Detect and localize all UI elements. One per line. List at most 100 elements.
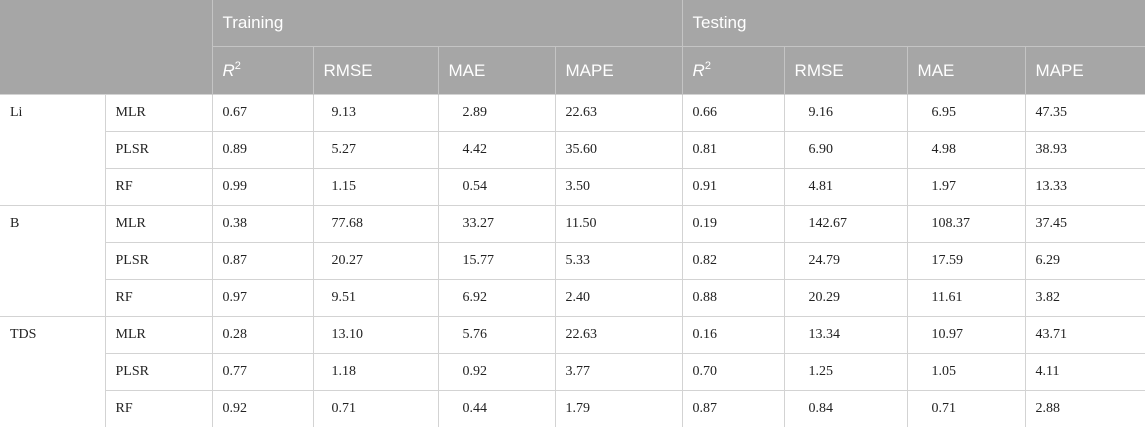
train-rmse-cell: 9.51 <box>312 279 438 317</box>
table-body: Li MLR 0.67 9.13 2.89 22.63 0.66 9.16 6.95 47.35 P… <box>0 94 1145 427</box>
train-mape-cell: 5.33 <box>554 242 683 280</box>
train-mae-cell: 0.54 <box>437 168 555 206</box>
train-mae-cell: 4.42 <box>437 131 555 169</box>
header-train-rmse: RMSE <box>312 46 438 95</box>
train-r2-cell: 0.67 <box>211 94 313 132</box>
header-blank-cell <box>0 0 212 95</box>
train-r2-cell: 0.87 <box>211 242 313 280</box>
train-r2-cell: 0.89 <box>211 131 313 169</box>
model-name: PLSR <box>104 131 212 169</box>
train-mae-cell: 0.92 <box>437 353 555 391</box>
test-mae-cell: 17.59 <box>906 242 1026 280</box>
model-name: PLSR <box>104 353 212 391</box>
group-label: Li <box>0 94 105 206</box>
table-row: TDS MLR 0.28 13.10 5.76 22.63 0.16 13.34 10.97 43… <box>0 316 1145 427</box>
test-r2-cell: 0.19 <box>681 205 785 243</box>
group-label: B <box>0 205 105 317</box>
test-r2-cell: 0.70 <box>681 353 785 391</box>
header-testing: Testing <box>681 0 1145 47</box>
test-mape-cell: 2.88 <box>1024 390 1145 427</box>
header-test-mae: MAE <box>906 46 1026 95</box>
test-rmse-cell: 0.84 <box>783 390 908 427</box>
train-rmse-cell: 1.18 <box>312 353 438 391</box>
test-mape-cell: 6.29 <box>1024 242 1145 280</box>
test-mape-cell: 3.82 <box>1024 279 1145 317</box>
table-row: Li MLR 0.67 9.13 2.89 22.63 0.66 9.16 6.95 47.35 <box>0 94 1145 206</box>
test-mape-cell: 37.45 <box>1024 205 1145 243</box>
model-name: RF <box>104 168 212 206</box>
train-r2-cell: 0.77 <box>211 353 313 391</box>
model-name: MLR <box>104 94 212 132</box>
test-r2-cell: 0.66 <box>681 94 785 132</box>
test-rmse-cell: 24.79 <box>783 242 908 280</box>
test-r2-cell: 0.91 <box>681 168 785 206</box>
test-rmse-cell: 20.29 <box>783 279 908 317</box>
test-mape-cell: 13.33 <box>1024 168 1145 206</box>
model-name: RF <box>104 279 212 317</box>
test-r2-cell: 0.81 <box>681 131 785 169</box>
test-mae-cell: 108.37 <box>906 205 1026 243</box>
train-mape-cell: 22.63 <box>554 316 683 354</box>
train-mae-cell: 2.89 <box>437 94 555 132</box>
train-r2-cell: 0.92 <box>211 390 313 427</box>
header-metric-row: R2 RMSE MAE MAPE R2 RMSE MAE MAPE <box>0 46 1145 95</box>
model-name: RF <box>104 390 212 427</box>
test-mae-cell: 10.97 <box>906 316 1026 354</box>
test-r2-cell: 0.88 <box>681 279 785 317</box>
test-mape-cell: 43.71 <box>1024 316 1145 354</box>
header-test-r2: R2 <box>681 46 785 95</box>
train-mae-cell: 15.77 <box>437 242 555 280</box>
train-mape-cell: 35.60 <box>554 131 683 169</box>
header-test-rmse: RMSE <box>783 46 908 95</box>
train-rmse-cell: 13.10 <box>312 316 438 354</box>
test-r2-cell: 0.87 <box>681 390 785 427</box>
table-row: RF 0.99 1.15 0.54 3.50 0.91 4.81 1.97 13.33 <box>0 168 1145 206</box>
train-r2-cell: 0.38 <box>211 205 313 243</box>
test-mape-cell: 4.11 <box>1024 353 1145 391</box>
test-mae-cell: 6.95 <box>906 94 1026 132</box>
test-rmse-cell: 142.67 <box>783 205 908 243</box>
train-r2-cell: 0.99 <box>211 168 313 206</box>
table-row: RF 0.97 9.51 6.92 2.40 0.88 20.29 11.61 3.82 <box>0 279 1145 317</box>
train-mape-cell: 11.50 <box>554 205 683 243</box>
header-train-r2: R2 <box>211 46 313 95</box>
train-rmse-cell: 0.71 <box>312 390 438 427</box>
header-test-mape: MAPE <box>1024 46 1145 95</box>
test-mae-cell: 11.61 <box>906 279 1026 317</box>
test-r2-cell: 0.82 <box>681 242 785 280</box>
train-mae-cell: 0.44 <box>437 390 555 427</box>
model-name: PLSR <box>104 242 212 280</box>
test-mape-cell: 38.93 <box>1024 131 1145 169</box>
header-training: Training <box>211 0 683 47</box>
test-rmse-cell: 4.81 <box>783 168 908 206</box>
train-rmse-cell: 20.27 <box>312 242 438 280</box>
train-mae-cell: 6.92 <box>437 279 555 317</box>
test-mape-cell: 47.35 <box>1024 94 1145 132</box>
test-r2-cell: 0.16 <box>681 316 785 354</box>
model-name: MLR <box>104 316 212 354</box>
train-mape-cell: 3.50 <box>554 168 683 206</box>
train-rmse-cell: 77.68 <box>312 205 438 243</box>
test-rmse-cell: 6.90 <box>783 131 908 169</box>
test-mae-cell: 1.05 <box>906 353 1026 391</box>
train-r2-cell: 0.97 <box>211 279 313 317</box>
test-mae-cell: 0.71 <box>906 390 1026 427</box>
train-mae-cell: 5.76 <box>437 316 555 354</box>
train-mape-cell: 2.40 <box>554 279 683 317</box>
train-r2-cell: 0.28 <box>211 316 313 354</box>
test-mae-cell: 4.98 <box>906 131 1026 169</box>
test-rmse-cell: 1.25 <box>783 353 908 391</box>
model-name: MLR <box>104 205 212 243</box>
header-train-mape: MAPE <box>554 46 683 95</box>
test-mae-cell: 1.97 <box>906 168 1026 206</box>
table-row: PLSR 0.77 1.18 0.92 3.77 0.70 1.25 1.05 4.11 <box>0 353 1145 391</box>
train-mape-cell: 1.79 <box>554 390 683 427</box>
table-row: RF 0.92 0.71 0.44 1.79 0.87 0.84 0.71 2.88 <box>0 390 1145 427</box>
train-mae-cell: 33.27 <box>437 205 555 243</box>
header-group-row: Training Testing <box>0 0 1145 95</box>
train-rmse-cell: 1.15 <box>312 168 438 206</box>
train-rmse-cell: 9.13 <box>312 94 438 132</box>
test-rmse-cell: 9.16 <box>783 94 908 132</box>
test-rmse-cell: 13.34 <box>783 316 908 354</box>
